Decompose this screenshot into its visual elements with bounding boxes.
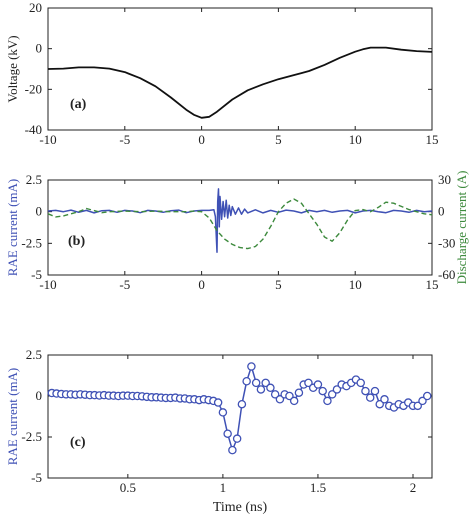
y-tick-label: 0 — [36, 204, 43, 219]
series-line-1-1 — [47, 198, 433, 250]
data-point-marker — [413, 401, 422, 411]
plot-frame-1 — [47, 179, 433, 276]
series-line-0-0 — [47, 46, 433, 119]
data-point-marker — [289, 396, 299, 406]
data-point-marker — [361, 386, 370, 396]
x-tick-label: 15 — [426, 277, 439, 292]
data-point-marker — [232, 434, 242, 443]
x-tick-label: 2 — [410, 480, 417, 495]
panel-label: (b) — [68, 234, 85, 249]
x-tick-label: 0 — [198, 277, 205, 292]
x-tick-label: -10 — [39, 132, 56, 147]
x-tick-label: 5 — [275, 132, 282, 147]
data-point-marker — [247, 362, 256, 371]
x-tick-label: -5 — [119, 132, 130, 147]
x-tick-label: 10 — [349, 132, 362, 147]
data-point-marker — [370, 386, 380, 396]
y-tick-label: -5 — [31, 267, 42, 282]
data-point-marker — [356, 378, 365, 388]
series-line-1-0 — [47, 188, 433, 253]
data-point-marker — [327, 390, 337, 399]
y-tick-label: 0 — [36, 388, 43, 403]
x-tick-label: 15 — [426, 132, 439, 147]
y-axis-label: Voltage (kV) — [5, 35, 20, 102]
y-right-tick-label: 0 — [438, 204, 445, 219]
y-tick-label: -5 — [31, 470, 42, 485]
y-tick-label: -2.5 — [21, 429, 42, 444]
panel-label: (a) — [70, 97, 87, 112]
x-tick-label: 1 — [220, 480, 227, 495]
y-axis-label: RAE current (mA) — [5, 368, 20, 465]
x-tick-label: -5 — [119, 277, 130, 292]
data-point-marker — [365, 393, 375, 402]
data-point-marker — [242, 376, 251, 386]
data-point-marker — [323, 396, 332, 406]
data-point-marker — [304, 378, 313, 388]
x-tick-label: -10 — [39, 277, 56, 292]
y-right-tick-label: 30 — [438, 172, 451, 187]
y-right-tick-label: -60 — [438, 267, 455, 282]
data-point-marker — [318, 386, 327, 396]
y-tick-label: -40 — [25, 122, 42, 137]
plot-frame-2 — [47, 354, 433, 479]
data-point-marker — [285, 391, 294, 401]
y-axis-label-right: Discharge current (A) — [454, 171, 469, 285]
x-tick-label: 0 — [198, 132, 205, 147]
data-point-marker — [418, 396, 427, 406]
data-point-marker — [218, 408, 228, 417]
x-axis-label: Time (ns) — [213, 500, 268, 515]
data-point-marker — [223, 429, 232, 438]
data-point-marker — [261, 378, 270, 388]
data-point-marker — [380, 395, 389, 404]
x-tick-label: 10 — [349, 277, 362, 292]
data-point-marker — [266, 383, 275, 393]
data-point-marker — [251, 378, 261, 388]
x-tick-label: 1.5 — [310, 480, 326, 495]
data-point-marker — [256, 385, 266, 394]
data-point-marker — [228, 445, 237, 455]
y-tick-label: 2.5 — [26, 172, 42, 187]
x-tick-label: 5 — [275, 277, 282, 292]
data-point-marker — [332, 385, 342, 394]
y-axis-label: RAE current (mA) — [5, 179, 20, 276]
data-point-marker — [313, 380, 323, 389]
data-point-marker — [375, 399, 384, 409]
data-point-marker — [294, 388, 304, 397]
data-point-marker — [422, 391, 432, 401]
y-tick-label: -2.5 — [21, 235, 42, 250]
y-tick-label: 20 — [29, 0, 42, 15]
x-tick-label: 0.5 — [120, 480, 136, 495]
data-point-marker — [237, 399, 247, 409]
y-tick-label: 2.5 — [26, 347, 42, 362]
y-right-tick-label: -30 — [438, 235, 455, 250]
data-point-marker — [270, 390, 280, 399]
data-point-marker — [213, 398, 223, 407]
y-tick-label: -20 — [25, 81, 42, 96]
panel-label: (c) — [70, 435, 86, 450]
data-point-marker — [275, 395, 285, 404]
y-tick-label: 0 — [36, 41, 43, 56]
